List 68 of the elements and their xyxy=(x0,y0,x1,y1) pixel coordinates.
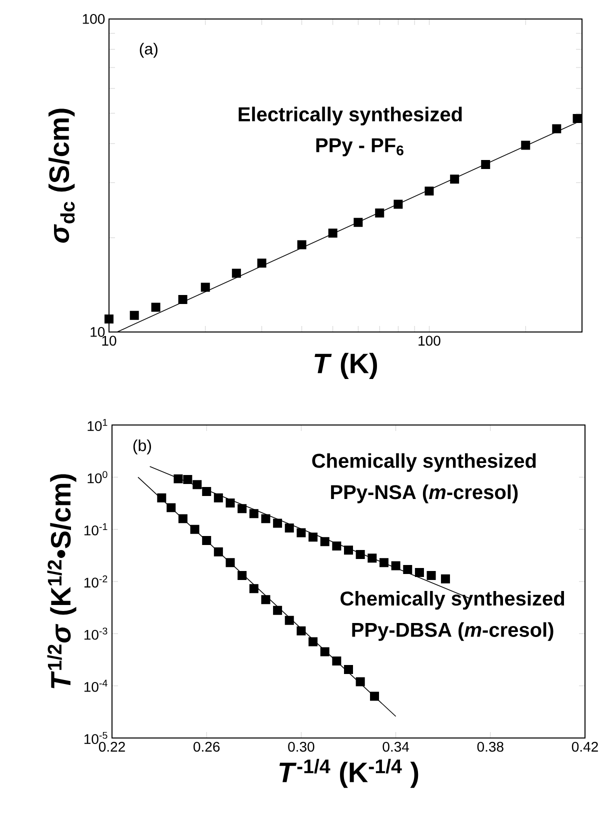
y-tick-label: 10$^{-1}$ xyxy=(84,523,108,536)
y-tick-label: 10$^{-4}$ xyxy=(84,680,108,692)
y-tick-label: 10$^{1}$ xyxy=(88,418,108,432)
annotation: PPy - PF$_{6}$ xyxy=(316,138,404,156)
y-tick-label: 10$^{-2}$ xyxy=(84,575,108,588)
point xyxy=(308,532,318,542)
point xyxy=(356,677,365,686)
point xyxy=(249,509,258,518)
point xyxy=(226,498,235,508)
point xyxy=(273,606,282,615)
point xyxy=(332,541,342,550)
point xyxy=(202,536,212,546)
point xyxy=(214,493,223,502)
point xyxy=(320,537,330,546)
point xyxy=(202,487,212,496)
x-axis-title: T (K) xyxy=(314,352,377,379)
point xyxy=(238,504,247,514)
point xyxy=(296,626,306,636)
annotation: (a) xyxy=(140,42,158,58)
point xyxy=(320,647,330,656)
point xyxy=(370,692,380,701)
point xyxy=(190,524,200,534)
y-tick-label: 10$^{0}$ xyxy=(88,471,108,484)
annotation: Chemically synthesized xyxy=(340,590,564,610)
annotation: (b) xyxy=(133,439,151,454)
point xyxy=(440,574,450,584)
point xyxy=(379,558,388,568)
y-axis-title: T$^{1/2}$σ (K$^{1/2}$•S/cm) xyxy=(47,474,76,688)
y-tick-label: 10 xyxy=(90,327,105,337)
point xyxy=(192,480,202,490)
y-axis-title: σ$_{dc}$ (S/cm) xyxy=(48,108,75,243)
point xyxy=(344,664,353,674)
point xyxy=(332,656,342,666)
point xyxy=(296,528,306,538)
point xyxy=(238,571,247,580)
point xyxy=(214,547,223,556)
point xyxy=(261,514,270,524)
x-tick-label: 0.26 xyxy=(194,742,220,752)
point xyxy=(391,561,400,570)
x-tick-label: 0.42 xyxy=(572,742,598,752)
y-tick-label: 10$^{-3}$ xyxy=(84,628,108,640)
point xyxy=(344,546,353,555)
annotation: PPy-NSA (m-cresol) xyxy=(331,484,518,504)
point xyxy=(157,493,166,502)
point xyxy=(284,524,294,533)
annotation: Electrically synthesized xyxy=(238,106,462,126)
point xyxy=(308,637,318,646)
point xyxy=(226,558,235,568)
annotation: PPy-DBSA (m-cresol) xyxy=(352,622,554,641)
point xyxy=(249,584,258,594)
point xyxy=(178,514,188,524)
point xyxy=(284,616,294,625)
x-tick-label: 0.34 xyxy=(382,742,410,752)
point xyxy=(183,475,192,484)
point xyxy=(273,518,282,528)
point xyxy=(261,595,270,604)
x-tick-label: 0.30 xyxy=(288,742,314,752)
point xyxy=(368,554,377,563)
point xyxy=(356,550,365,559)
annotation: Chemically synthesized xyxy=(312,453,536,472)
x-tick-label: 0.38 xyxy=(477,742,504,752)
point xyxy=(403,564,412,574)
y-tick-label: 100 xyxy=(82,14,105,24)
point xyxy=(166,503,176,512)
point xyxy=(426,571,436,580)
point xyxy=(174,474,183,484)
x-axis-title: T$^{-1/4}$ (K$^{-1/4}$ ) xyxy=(279,758,418,788)
point xyxy=(414,568,424,577)
